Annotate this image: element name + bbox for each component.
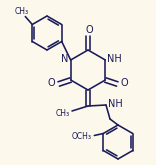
Text: N: N — [61, 54, 68, 64]
Text: OCH₃: OCH₃ — [71, 132, 91, 141]
Text: CH₃: CH₃ — [56, 109, 70, 117]
Text: O: O — [120, 78, 128, 88]
Text: CH₃: CH₃ — [14, 7, 28, 16]
Text: O: O — [85, 25, 93, 35]
Text: NH: NH — [107, 54, 122, 64]
Text: NH: NH — [108, 99, 122, 109]
Text: O: O — [48, 78, 56, 88]
